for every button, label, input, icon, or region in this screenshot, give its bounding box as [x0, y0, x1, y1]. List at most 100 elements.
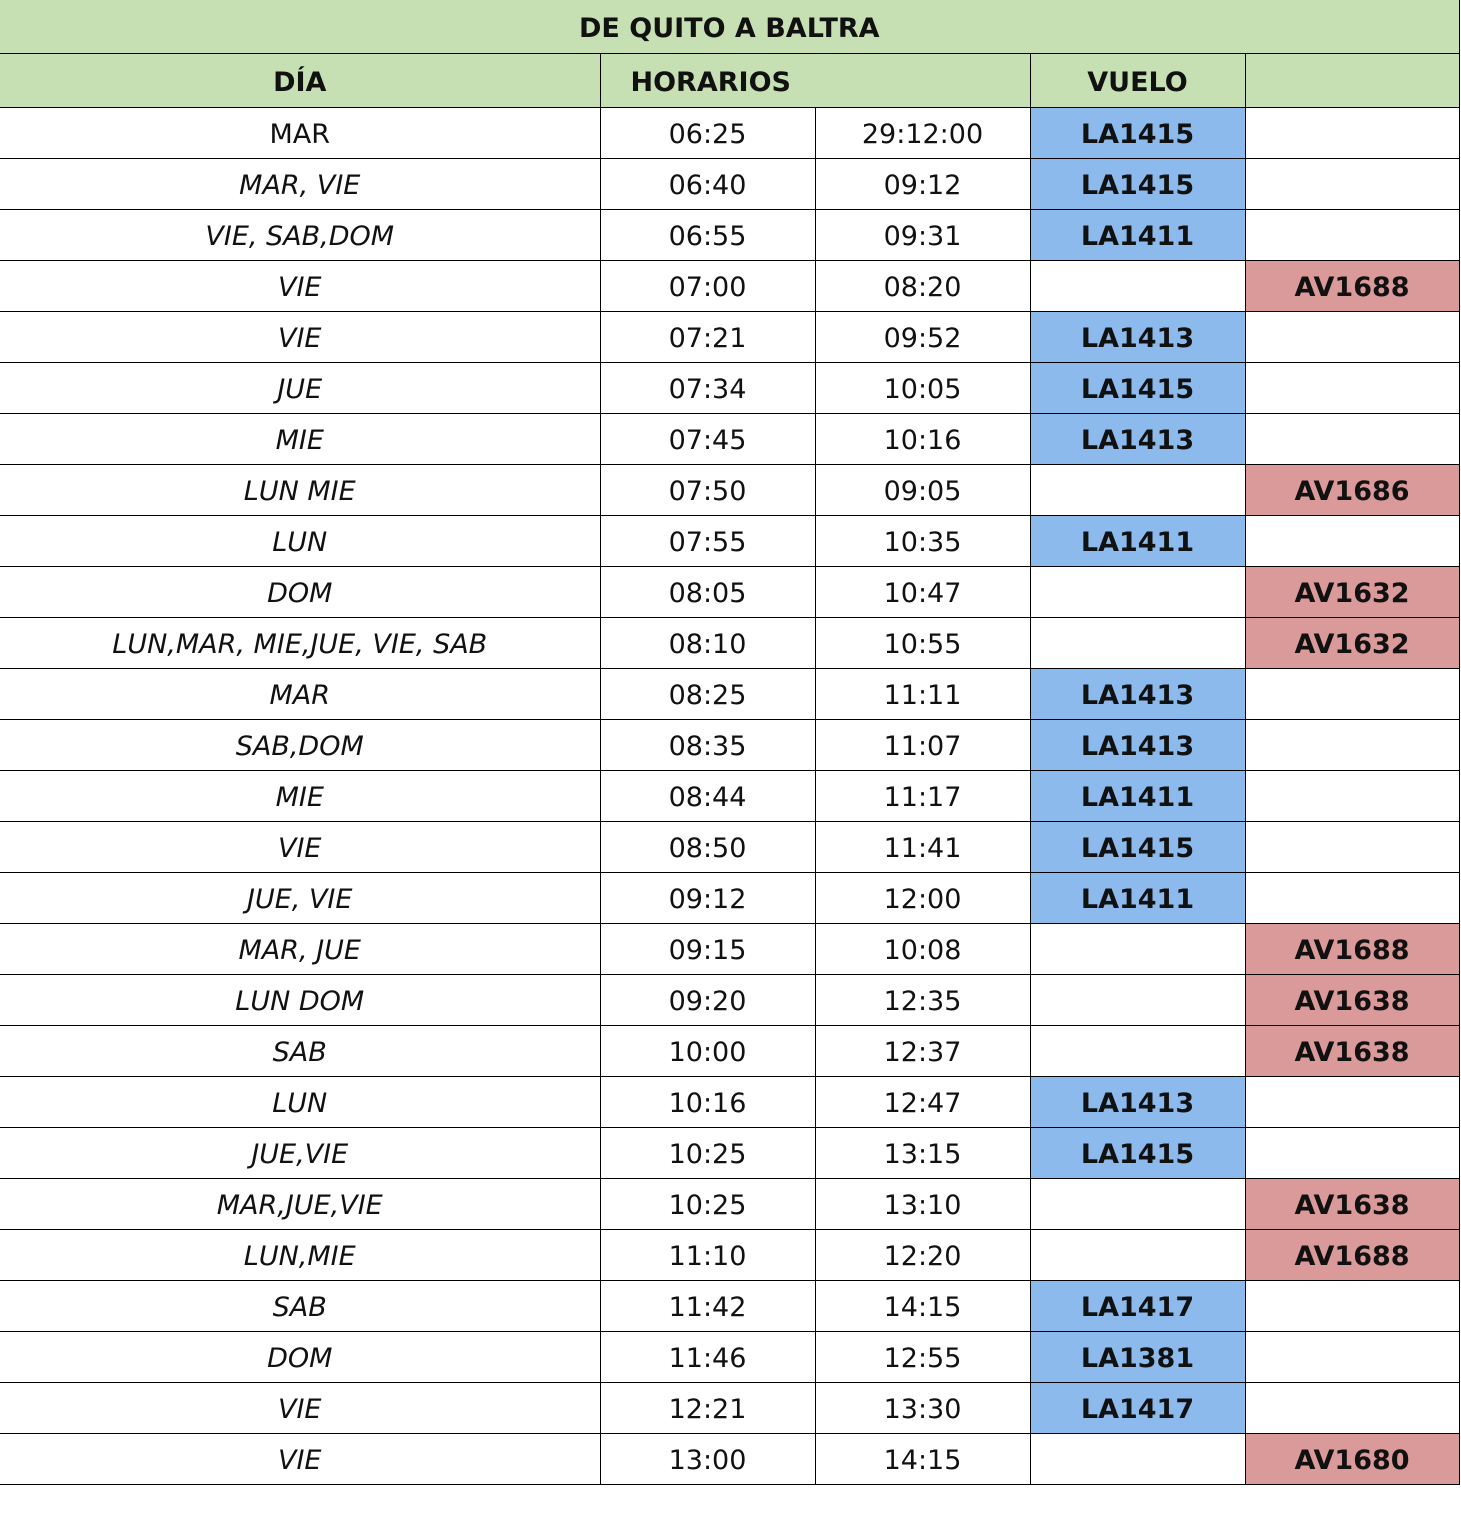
departure-cell[interactable]: 10:16	[599, 1075, 816, 1128]
arrival-cell[interactable]: 12:20	[814, 1228, 1031, 1281]
avianca-flight-cell[interactable]	[1244, 1279, 1460, 1332]
day-cell[interactable]: VIE, SAB,DOM	[0, 208, 601, 261]
day-cell[interactable]: JUE	[0, 361, 601, 414]
latam-flight-cell[interactable]: LA1415	[1029, 106, 1246, 159]
latam-flight-cell[interactable]: LA1417	[1029, 1279, 1246, 1332]
departure-cell[interactable]: 06:40	[599, 157, 816, 210]
day-cell[interactable]: MAR, VIE	[0, 157, 601, 210]
avianca-flight-cell[interactable]	[1244, 1381, 1460, 1434]
avianca-flight-cell[interactable]	[1244, 1075, 1460, 1128]
arrival-cell[interactable]: 09:31	[814, 208, 1031, 261]
arrival-cell[interactable]: 14:15	[814, 1432, 1031, 1485]
avianca-flight-cell[interactable]	[1244, 820, 1460, 873]
arrival-cell[interactable]: 12:47	[814, 1075, 1031, 1128]
latam-flight-cell[interactable]: LA1413	[1029, 310, 1246, 363]
avianca-flight-cell[interactable]	[1244, 871, 1460, 924]
avianca-flight-cell[interactable]	[1244, 208, 1460, 261]
arrival-cell[interactable]: 10:47	[814, 565, 1031, 618]
avianca-flight-cell[interactable]	[1244, 769, 1460, 822]
departure-cell[interactable]: 09:15	[599, 922, 816, 975]
day-cell[interactable]: MAR,JUE,VIE	[0, 1177, 601, 1230]
avianca-flight-cell[interactable]	[1244, 1126, 1460, 1179]
latam-flight-cell[interactable]	[1029, 973, 1246, 1026]
latam-flight-cell[interactable]: LA1415	[1029, 361, 1246, 414]
arrival-cell[interactable]: 08:20	[814, 259, 1031, 312]
day-cell[interactable]: SAB,DOM	[0, 718, 601, 771]
departure-cell[interactable]: 11:10	[599, 1228, 816, 1281]
departure-cell[interactable]: 11:42	[599, 1279, 816, 1332]
avianca-flight-cell[interactable]: AV1638	[1244, 1024, 1460, 1077]
departure-cell[interactable]: 09:12	[599, 871, 816, 924]
header-day[interactable]: DÍA	[0, 52, 601, 108]
departure-cell[interactable]: 09:20	[599, 973, 816, 1026]
day-cell[interactable]: LUN	[0, 1075, 601, 1128]
arrival-cell[interactable]: 12:55	[814, 1330, 1031, 1383]
latam-flight-cell[interactable]: LA1415	[1029, 1126, 1246, 1179]
day-cell[interactable]: MAR	[0, 106, 601, 159]
day-cell[interactable]: SAB	[0, 1024, 601, 1077]
day-cell[interactable]: MIE	[0, 412, 601, 465]
departure-cell[interactable]: 11:46	[599, 1330, 816, 1383]
header-times[interactable]: HORARIOS	[599, 52, 815, 108]
avianca-flight-cell[interactable]	[1244, 361, 1460, 414]
day-cell[interactable]: VIE	[0, 310, 601, 363]
latam-flight-cell[interactable]	[1029, 565, 1246, 618]
departure-cell[interactable]: 06:25	[599, 106, 816, 159]
departure-cell[interactable]: 08:05	[599, 565, 816, 618]
avianca-flight-cell[interactable]	[1244, 412, 1460, 465]
latam-flight-cell[interactable]: LA1413	[1029, 718, 1246, 771]
arrival-cell[interactable]: 12:00	[814, 871, 1031, 924]
arrival-cell[interactable]: 12:35	[814, 973, 1031, 1026]
latam-flight-cell[interactable]: LA1417	[1029, 1381, 1246, 1434]
departure-cell[interactable]: 08:35	[599, 718, 816, 771]
arrival-cell[interactable]: 11:17	[814, 769, 1031, 822]
arrival-cell[interactable]: 10:08	[814, 922, 1031, 975]
latam-flight-cell[interactable]	[1029, 463, 1246, 516]
latam-flight-cell[interactable]: LA1413	[1029, 412, 1246, 465]
latam-flight-cell[interactable]: LA1411	[1029, 871, 1246, 924]
day-cell[interactable]: VIE	[0, 1381, 601, 1434]
departure-cell[interactable]: 07:00	[599, 259, 816, 312]
day-cell[interactable]: VIE	[0, 820, 601, 873]
day-cell[interactable]: SAB	[0, 1279, 601, 1332]
latam-flight-cell[interactable]: LA1415	[1029, 157, 1246, 210]
avianca-flight-cell[interactable]: AV1638	[1244, 973, 1460, 1026]
avianca-flight-cell[interactable]: AV1688	[1244, 259, 1460, 312]
departure-cell[interactable]: 08:25	[599, 667, 816, 720]
day-cell[interactable]: JUE,VIE	[0, 1126, 601, 1179]
departure-cell[interactable]: 06:55	[599, 208, 816, 261]
departure-cell[interactable]: 07:45	[599, 412, 816, 465]
departure-cell[interactable]: 10:00	[599, 1024, 816, 1077]
avianca-flight-cell[interactable]: AV1688	[1244, 1228, 1460, 1281]
arrival-cell[interactable]: 13:30	[814, 1381, 1031, 1434]
day-cell[interactable]: LUN DOM	[0, 973, 601, 1026]
header-times-arrival[interactable]	[815, 52, 1031, 108]
day-cell[interactable]: MIE	[0, 769, 601, 822]
arrival-cell[interactable]: 11:07	[814, 718, 1031, 771]
day-cell[interactable]: VIE	[0, 1432, 601, 1485]
avianca-flight-cell[interactable]: AV1688	[1244, 922, 1460, 975]
avianca-flight-cell[interactable]	[1244, 718, 1460, 771]
day-cell[interactable]: JUE, VIE	[0, 871, 601, 924]
day-cell[interactable]: LUN MIE	[0, 463, 601, 516]
latam-flight-cell[interactable]	[1029, 1024, 1246, 1077]
day-cell[interactable]: VIE	[0, 259, 601, 312]
arrival-cell[interactable]: 14:15	[814, 1279, 1031, 1332]
header-extra[interactable]	[1244, 52, 1460, 108]
departure-cell[interactable]: 10:25	[599, 1126, 816, 1179]
avianca-flight-cell[interactable]	[1244, 310, 1460, 363]
day-cell[interactable]: LUN,MAR, MIE,JUE, VIE, SAB	[0, 616, 601, 669]
arrival-cell[interactable]: 13:15	[814, 1126, 1031, 1179]
arrival-cell[interactable]: 29:12:00	[814, 106, 1031, 159]
departure-cell[interactable]: 07:34	[599, 361, 816, 414]
latam-flight-cell[interactable]: LA1413	[1029, 1075, 1246, 1128]
latam-flight-cell[interactable]: LA1411	[1029, 769, 1246, 822]
avianca-flight-cell[interactable]: AV1632	[1244, 616, 1460, 669]
arrival-cell[interactable]: 11:41	[814, 820, 1031, 873]
latam-flight-cell[interactable]: LA1381	[1029, 1330, 1246, 1383]
table-title[interactable]: DE QUITO A BALTRA	[0, 0, 1460, 54]
header-flight[interactable]: VUELO	[1029, 52, 1246, 108]
departure-cell[interactable]: 10:25	[599, 1177, 816, 1230]
arrival-cell[interactable]: 13:10	[814, 1177, 1031, 1230]
arrival-cell[interactable]: 09:05	[814, 463, 1031, 516]
